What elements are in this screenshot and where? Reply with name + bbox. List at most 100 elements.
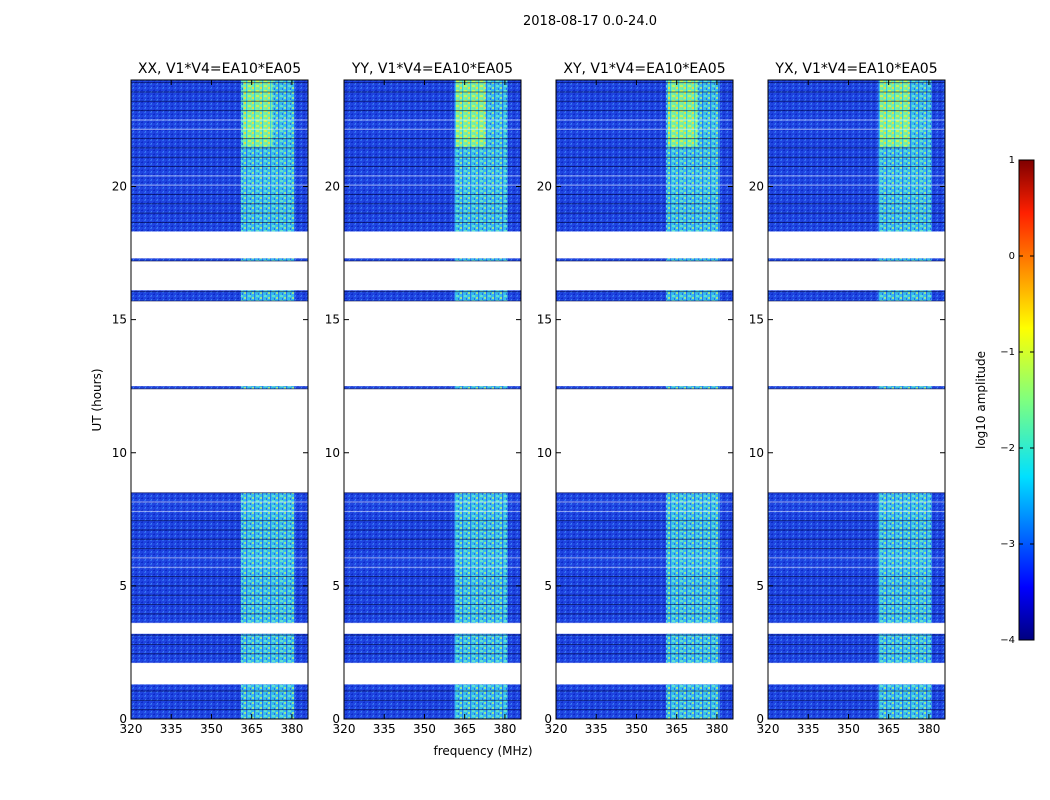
rfi-band [453,633,508,664]
panel-1: YY, V1*V4=EA10*EA05 320 335 350 365 380 0 5 10 15… [325,61,522,736]
x-tick-label: 365 [240,722,263,736]
rfi-band [877,386,932,389]
rfi-band [240,633,295,664]
y-tick-label: 5 [119,579,127,593]
axes-frame [555,79,734,720]
y-tick-label: 0 [544,712,552,726]
panel-0: XX, V1*V4=EA10*EA05 320 335 350 365 380 0 5 10 15… [112,61,309,736]
data-block [344,258,521,262]
x-tick-label: 335 [160,722,183,736]
rfi-band [877,684,932,719]
y-tick-label: 0 [756,712,764,726]
y-tick-label: 5 [544,579,552,593]
data-block [344,386,521,389]
rfi-band [665,633,720,664]
panel-title: XX, V1*V4=EA10*EA05 [138,61,301,77]
axes-frame [767,79,946,720]
colorbar-gradient [1018,159,1035,641]
panel-title: YY, V1*V4=EA10*EA05 [351,61,513,77]
data-block [131,386,308,389]
x-tick-label: 320 [120,722,143,736]
rfi-band [453,684,508,719]
colorbar-tick-label: −4 [1000,635,1015,646]
axes-frame [130,79,309,720]
colorbar-tick-label: −3 [1000,539,1015,550]
colorbar-tick-label: 1 [1009,155,1015,166]
x-tick-label: 320 [545,722,568,736]
x-tick-label: 365 [665,722,688,736]
rfi-band [240,684,295,719]
y-tick-label: 5 [756,579,764,593]
x-tick-label: 380 [280,722,303,736]
panel-title: XY, V1*V4=EA10*EA05 [563,61,725,77]
rfi-hot [879,80,910,147]
x-tick-label: 335 [797,722,820,736]
axes-frame [343,79,522,720]
rfi-hot [667,80,698,147]
x-tick-label: 350 [200,722,223,736]
y-tick-label: 5 [332,579,340,593]
panel-title: YX, V1*V4=EA10*EA05 [774,61,937,77]
y-tick-label: 10 [537,446,552,460]
rfi-band [877,633,932,664]
x-tick-label: 380 [917,722,940,736]
rfi-band [240,290,295,301]
rfi-hot [455,80,486,147]
rfi-band [877,290,932,301]
x-tick-label: 350 [837,722,860,736]
y-axis-label: UT (hours) [90,368,104,431]
rfi-band [240,386,295,389]
data-block [131,290,308,301]
x-tick-label: 320 [333,722,356,736]
x-tick-label: 380 [493,722,516,736]
panel-3: YX, V1*V4=EA10*EA05 320 335 350 365 380 0 5 10 15… [749,61,946,736]
data-block [556,290,733,301]
x-tick-label: 320 [757,722,780,736]
y-tick-label: 20 [749,180,764,194]
colorbar-label: log10 amplitude [974,351,988,449]
rfi-band [877,258,932,262]
x-tick-label: 350 [413,722,436,736]
x-tick-label: 335 [585,722,608,736]
y-tick-label: 15 [112,313,127,327]
y-tick-label: 10 [112,446,127,460]
x-tick-label: 335 [373,722,396,736]
colorbar-tick-label: 0 [1009,251,1015,262]
y-tick-label: 15 [537,313,552,327]
rfi-band [665,258,720,262]
figure-title: 2018-08-17 0.0-24.0 [523,14,657,29]
y-tick-label: 0 [119,712,127,726]
y-tick-label: 20 [112,180,127,194]
x-tick-label: 365 [877,722,900,736]
data-block [768,258,945,262]
y-tick-label: 10 [325,446,340,460]
y-tick-label: 0 [332,712,340,726]
x-axis-label: frequency (MHz) [433,744,532,758]
x-tick-label: 365 [453,722,476,736]
y-tick-label: 20 [537,180,552,194]
data-block [768,290,945,301]
x-tick-label: 380 [705,722,728,736]
y-tick-label: 10 [749,446,764,460]
rfi-band [453,258,508,262]
y-tick-label: 15 [325,313,340,327]
rfi-band [665,290,720,301]
rfi-band [665,684,720,719]
y-tick-label: 20 [325,180,340,194]
colorbar-tick-label: −2 [1000,443,1015,454]
data-block [556,386,733,389]
data-block [768,386,945,389]
rfi-band [453,290,508,301]
rfi-hot [242,80,273,147]
x-tick-label: 350 [625,722,648,736]
colorbar: 1 0 −1 −2 −3 −4 log10 amplitude [974,155,1035,646]
data-block [556,258,733,262]
rfi-band [665,386,720,389]
colorbar-tick-label: −1 [1000,347,1015,358]
rfi-band [453,386,508,389]
y-tick-label: 15 [749,313,764,327]
panel-2: XY, V1*V4=EA10*EA05 320 335 350 365 380 0 5 10 15… [537,61,734,736]
data-block [131,258,308,262]
data-block [344,290,521,301]
